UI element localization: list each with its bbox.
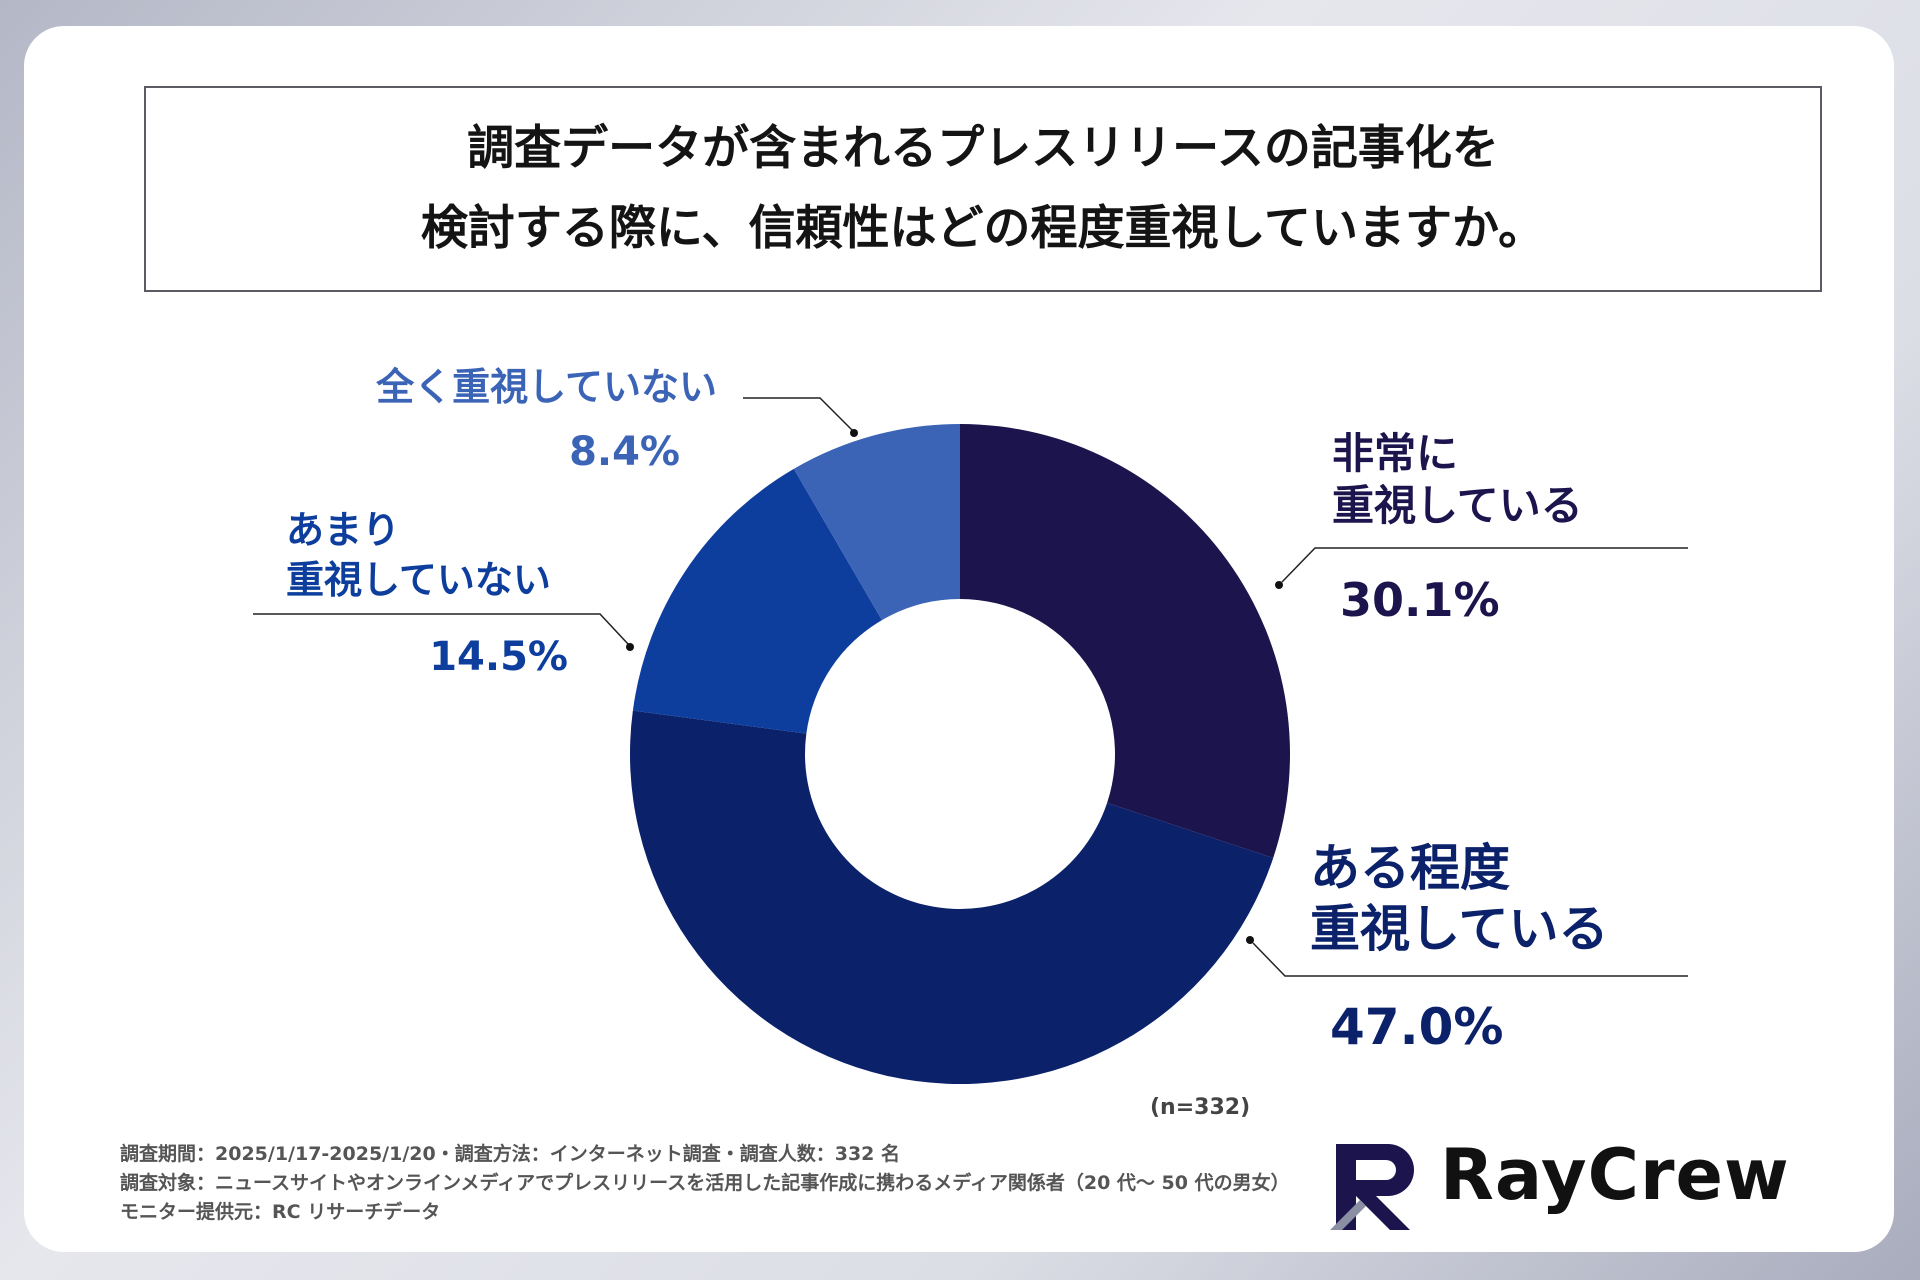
- leader-line-3: [743, 397, 853, 431]
- donut-slice-2: [632, 468, 882, 734]
- footer-target: 調査対象：ニュースサイトやオンラインメディアでプレスリリースを活用した記事作成に…: [120, 1172, 1290, 1194]
- logo-text: RayCrew: [1440, 1134, 1790, 1216]
- slice-label-1-1: 重視している: [1310, 900, 1609, 958]
- sample-size-note: (n=332): [1150, 1095, 1251, 1120]
- raycrew-logo-icon: [1330, 1144, 1414, 1230]
- footer: 調査期間：2025/1/17-2025/1/20・調査方法：インターネット調査・…: [120, 1140, 1290, 1227]
- title-box: 調査データが含まれるプレスリリースの記事化を 検討する際に、信頼性はどの程度重視…: [144, 86, 1822, 292]
- footer-provider: モニター提供元：RC リサーチデータ: [120, 1201, 441, 1223]
- leader-dot-3: [850, 429, 858, 437]
- leader-dot-0: [1275, 581, 1283, 589]
- leader-dot-2: [626, 643, 634, 651]
- slice-value-2: 14.5%: [429, 634, 568, 680]
- slice-value-3: 8.4%: [569, 429, 680, 475]
- slice-value-1: 47.0%: [1330, 998, 1503, 1056]
- donut-slice-1: [629, 710, 1274, 1085]
- donut-slice-3: [793, 424, 960, 621]
- title-line-1: 調査データが含まれるプレスリリースの記事化を: [467, 121, 1499, 176]
- donut-slice-0: [960, 424, 1290, 858]
- slice-label-2-1: 重視していない: [286, 558, 551, 602]
- slice-label-0-0: 非常に: [1332, 429, 1458, 478]
- slice-label-3-0: 全く重視していない: [375, 365, 717, 409]
- slice-label-0-1: 重視している: [1332, 481, 1583, 530]
- leader-line-2: [253, 613, 629, 645]
- footer-period: 調査期間：2025/1/17-2025/1/20・調査方法：インターネット調査・…: [120, 1143, 901, 1165]
- raycrew-logo: RayCrew: [1330, 1130, 1800, 1240]
- slice-value-0: 30.1%: [1340, 573, 1500, 627]
- slice-label-2-0: あまり: [286, 508, 400, 552]
- leader-dot-1: [1246, 936, 1254, 944]
- title-line-2: 検討する際に、信頼性はどの程度重視していますか。: [420, 201, 1546, 256]
- slice-label-1-0: ある程度: [1310, 839, 1510, 897]
- leader-line-1: [1252, 942, 1688, 977]
- leader-line-0: [1281, 547, 1688, 583]
